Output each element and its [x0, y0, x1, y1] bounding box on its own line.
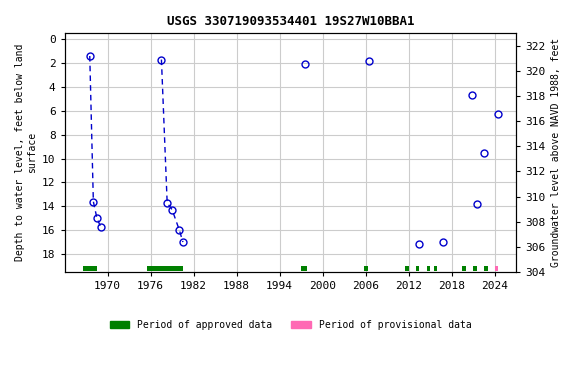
Bar — [427, 266, 430, 271]
Bar — [416, 266, 419, 271]
Bar — [147, 266, 183, 271]
Bar — [463, 266, 466, 271]
Bar — [364, 266, 368, 271]
Legend: Period of approved data, Period of provisional data: Period of approved data, Period of provi… — [105, 316, 475, 334]
Y-axis label: Depth to water level, feet below land
surface: Depth to water level, feet below land su… — [15, 44, 37, 261]
Bar — [495, 266, 498, 271]
Bar — [405, 266, 408, 271]
Bar — [301, 266, 307, 271]
Bar — [473, 266, 477, 271]
Title: USGS 330719093534401 19S27W10BBA1: USGS 330719093534401 19S27W10BBA1 — [166, 15, 414, 28]
Bar — [434, 266, 437, 271]
Bar — [82, 266, 97, 271]
Y-axis label: Groundwater level above NAVD 1988, feet: Groundwater level above NAVD 1988, feet — [551, 38, 561, 267]
Bar — [484, 266, 487, 271]
